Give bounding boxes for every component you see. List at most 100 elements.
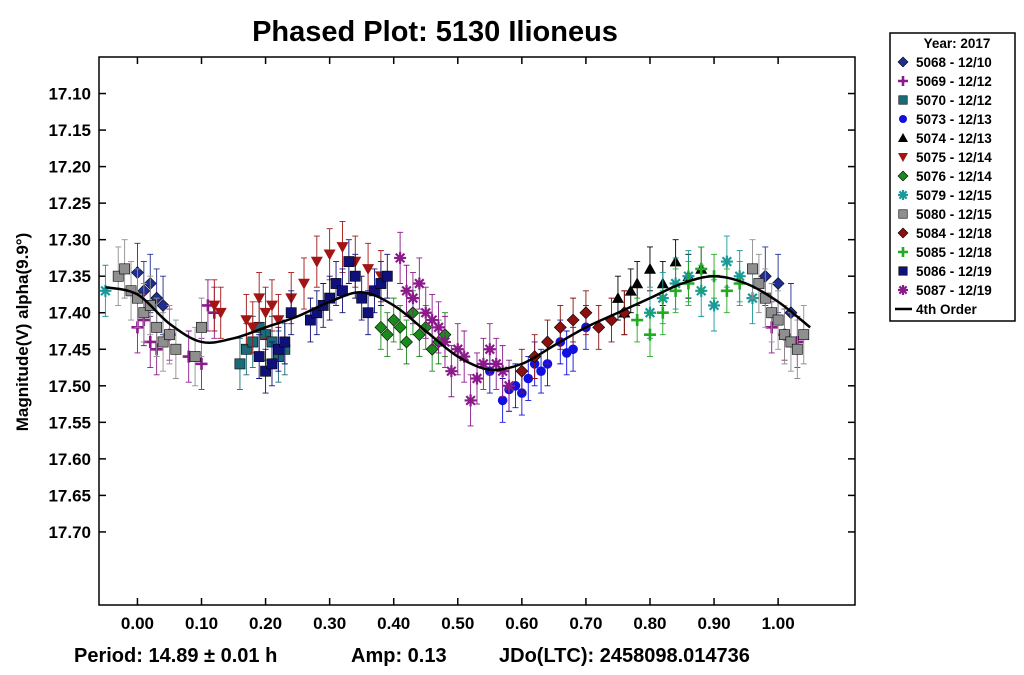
marker-asterisk xyxy=(720,255,733,268)
marker-square xyxy=(234,358,246,370)
footer-jdo: JDo(LTC): 2458098.014736 xyxy=(499,645,750,667)
y-tick-label: 17.20 xyxy=(48,158,91,177)
marker-square xyxy=(279,336,291,348)
y-tick-label: 17.30 xyxy=(48,231,91,250)
marker-square xyxy=(151,321,163,333)
x-tick-label: 0.80 xyxy=(633,614,666,633)
legend-item: 5085 - 12/18 xyxy=(898,245,992,260)
marker-asterisk xyxy=(406,292,419,305)
legend-item: 5073 - 12/13 xyxy=(899,112,992,127)
marker-diamond xyxy=(541,335,554,349)
marker-diamond xyxy=(400,335,413,349)
y-tick-label: 17.65 xyxy=(48,486,91,505)
footer-period: Period: 14.89 ± 0.01 h xyxy=(74,645,277,667)
y-tick-label: 17.70 xyxy=(48,523,91,542)
series-5069 xyxy=(131,279,804,390)
marker-plus xyxy=(656,306,669,319)
marker-asterisk xyxy=(419,306,432,319)
marker-diamond xyxy=(156,299,170,312)
y-tick-label: 17.40 xyxy=(48,304,91,323)
marker-asterisk xyxy=(99,284,112,297)
marker-square xyxy=(138,307,150,319)
plot-area xyxy=(98,56,856,606)
marker-plus xyxy=(631,314,644,327)
marker-asterisk xyxy=(496,365,509,378)
marker-square xyxy=(164,329,175,341)
marker-square xyxy=(381,270,393,282)
legend-label: 4th Order xyxy=(916,302,978,317)
marker-square xyxy=(330,278,342,289)
marker-triangle-down xyxy=(253,293,266,305)
legend-label: 5076 - 12/14 xyxy=(916,169,992,184)
marker-square xyxy=(305,314,316,326)
marker-square xyxy=(253,351,265,362)
marker-asterisk xyxy=(483,343,496,356)
legend-label: 5068 - 12/10 xyxy=(916,55,992,70)
marker-diamond xyxy=(553,320,567,334)
marker-asterisk xyxy=(490,357,503,370)
marker-triangle-down xyxy=(362,264,375,275)
marker-diamond xyxy=(592,320,606,334)
legend-label: 5069 - 12/12 xyxy=(916,74,992,89)
marker-asterisk xyxy=(438,335,451,348)
marker-square xyxy=(898,266,908,276)
marker-square xyxy=(260,365,271,377)
marker-diamond xyxy=(387,313,401,327)
marker-circle xyxy=(510,381,521,391)
marker-square xyxy=(356,292,368,304)
marker-triangle-down xyxy=(208,300,221,312)
legend-item: 5086 - 12/19 xyxy=(898,264,992,279)
y-axis-label: Magnitude(V) alpha(9.9°) xyxy=(13,233,32,432)
marker-circle xyxy=(523,373,534,384)
legend-item: 5087 - 12/19 xyxy=(898,283,992,298)
marker-asterisk xyxy=(898,190,908,200)
x-axis: 0.00 0.10 0.20 0.30 0.40 0.50 0.60 0.70 0.80 0.90… xyxy=(121,57,795,633)
marker-diamond xyxy=(897,56,909,68)
series-5074 xyxy=(611,239,708,336)
marker-plus xyxy=(898,247,908,257)
marker-triangle-up xyxy=(631,277,644,289)
legend-label: 5085 - 12/18 xyxy=(916,245,992,260)
x-tick-label: 0.90 xyxy=(698,614,731,633)
x-tick-label: 0.50 xyxy=(441,614,474,633)
marker-triangle-down xyxy=(336,242,349,253)
y-tick-label: 17.25 xyxy=(48,194,91,213)
legend-label: 5075 - 12/14 xyxy=(916,150,992,165)
footer-amp: Amp: 0.13 xyxy=(351,645,447,667)
marker-square xyxy=(343,256,355,267)
y-tick-label: 17.55 xyxy=(48,413,91,432)
legend: Year: 2017 5068 - 12/10 5069 - 12/12 5070 … xyxy=(889,32,1016,322)
legend-item: 5069 - 12/12 xyxy=(898,74,992,89)
legend-item: 5074 - 12/13 xyxy=(898,131,992,146)
marker-square xyxy=(170,343,182,355)
marker-circle xyxy=(899,115,907,123)
marker-square xyxy=(157,336,169,348)
marker-diamond xyxy=(515,364,529,378)
marker-square xyxy=(272,343,284,355)
series-5086 xyxy=(253,239,393,394)
marker-square xyxy=(266,358,278,370)
legend-item: 5076 - 12/14 xyxy=(897,169,992,184)
legend-title: Year: 2017 xyxy=(924,36,991,51)
marker-triangle-down xyxy=(310,256,323,268)
marker-diamond xyxy=(579,306,593,320)
marker-triangle-down xyxy=(898,153,908,162)
marker-square xyxy=(791,343,803,355)
marker-plus xyxy=(643,328,656,341)
legend-label: 5086 - 12/19 xyxy=(916,264,992,279)
legend-label: 5087 - 12/19 xyxy=(916,283,992,298)
marker-square xyxy=(772,314,784,326)
y-tick-label: 17.10 xyxy=(48,85,91,104)
marker-asterisk xyxy=(503,379,516,392)
legend-label: 5079 - 12/15 xyxy=(916,188,992,203)
x-tick-label: 0.20 xyxy=(249,614,282,633)
legend-item: 5079 - 12/15 xyxy=(898,188,992,203)
y-tick-label: 17.45 xyxy=(48,340,91,359)
x-tick-label: 0.40 xyxy=(377,614,410,633)
marker-square xyxy=(119,263,131,275)
series-5087 xyxy=(394,231,516,427)
legend-item: 5070 - 12/12 xyxy=(898,93,992,108)
marker-diamond xyxy=(374,320,388,334)
marker-square xyxy=(798,329,810,341)
